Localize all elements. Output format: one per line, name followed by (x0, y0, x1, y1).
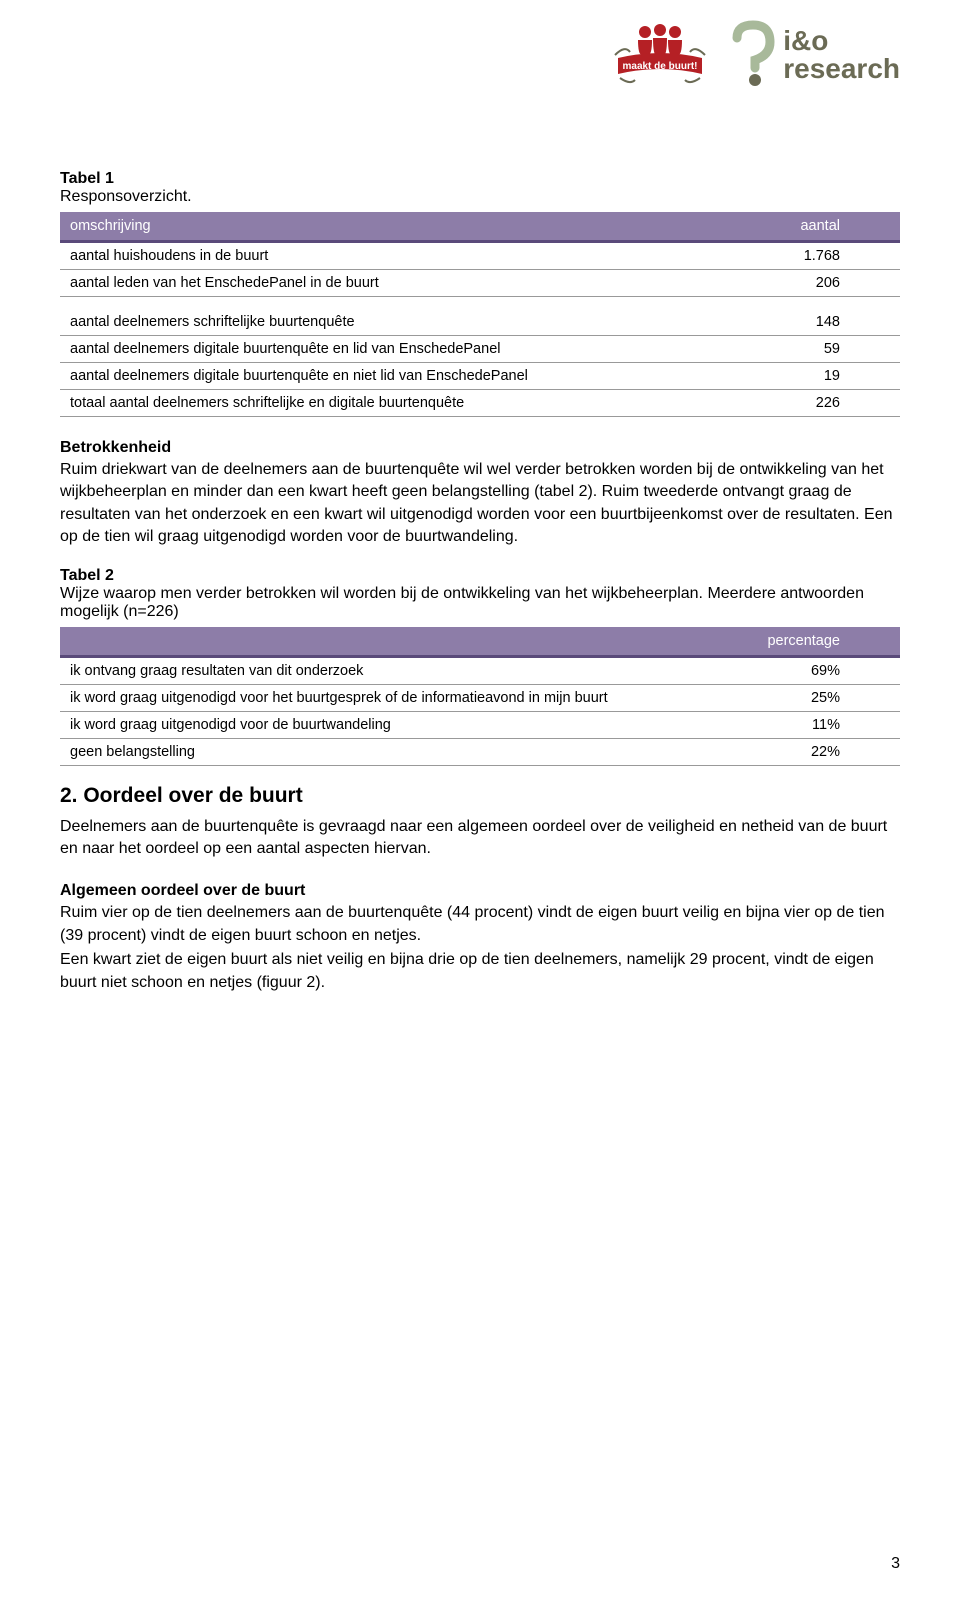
cell-label: aantal deelnemers digitale buurtenquête … (60, 363, 710, 390)
section2-heading: 2. Oordeel over de buurt (60, 784, 900, 808)
cell-label: totaal aantal deelnemers schriftelijke e… (60, 390, 710, 417)
cell-value: 148 (710, 309, 850, 336)
cell-value: 19 (710, 363, 850, 390)
table-row: totaal aantal deelnemers schriftelijke e… (60, 390, 900, 417)
table-row: aantal deelnemers digitale buurtenquête … (60, 336, 900, 363)
question-mark-icon (725, 20, 775, 90)
cell-label: ik ontvang graag resultaten van dit onde… (60, 656, 710, 684)
table2-caption: Wijze waarop men verder betrokken wil wo… (60, 585, 900, 621)
cell-value: 206 (710, 270, 850, 297)
betrokkenheid-text: Ruim driekwart van de deelnemers aan de … (60, 459, 900, 549)
buurt-banner-text: maakt de buurt! (623, 61, 698, 72)
table2-col-1: percentage (710, 627, 850, 657)
header-logos: maakt de buurt! i&o research (610, 20, 900, 90)
cell-value: 25% (710, 684, 850, 711)
table1-caption: Responsoverzicht. (60, 188, 900, 206)
table-row: geen belangstelling 22% (60, 738, 900, 765)
table1-label: Tabel 1 (60, 170, 900, 188)
table-row: aantal deelnemers digitale buurtenquête … (60, 363, 900, 390)
table-row: aantal leden van het EnschedePanel in de… (60, 270, 900, 297)
cell-label: ik word graag uitgenodigd voor de buurtw… (60, 711, 710, 738)
table2-col-0 (60, 627, 710, 657)
cell-label: geen belangstelling (60, 738, 710, 765)
section2-para2: Ruim vier op de tien deelnemers aan de b… (60, 902, 900, 947)
io-text-top: i&o (783, 27, 900, 55)
cell-value: 22% (710, 738, 850, 765)
io-text: i&o research (783, 27, 900, 83)
cell-value: 1.768 (710, 242, 850, 270)
section2-para3: Een kwart ziet de eigen buurt als niet v… (60, 949, 900, 994)
cell-value: 59 (710, 336, 850, 363)
table-row: ik ontvang graag resultaten van dit onde… (60, 656, 900, 684)
cell-label: aantal leden van het EnschedePanel in de… (60, 270, 710, 297)
cell-value: 69% (710, 656, 850, 684)
section2-subtitle: Algemeen oordeel over de buurt (60, 882, 900, 900)
table1-col-pad (850, 212, 900, 242)
table2-label: Tabel 2 (60, 567, 900, 585)
cell-value: 11% (710, 711, 850, 738)
table2: percentage ik ontvang graag resultaten v… (60, 627, 900, 766)
table-row: ik word graag uitgenodigd voor het buurt… (60, 684, 900, 711)
io-research-logo: i&o research (725, 20, 900, 90)
table1-col-1: aantal (710, 212, 850, 242)
page-number: 3 (891, 1555, 900, 1573)
buurt-logo: maakt de buurt! (610, 20, 710, 90)
cell-label: aantal huishoudens in de buurt (60, 242, 710, 270)
table1-col-0: omschrijving (60, 212, 710, 242)
cell-label: aantal deelnemers digitale buurtenquête … (60, 336, 710, 363)
betrokkenheid-title: Betrokkenheid (60, 439, 900, 457)
cell-label: ik word graag uitgenodigd voor het buurt… (60, 684, 710, 711)
table-row: aantal deelnemers schriftelijke buurtenq… (60, 309, 900, 336)
table-row: ik word graag uitgenodigd voor de buurtw… (60, 711, 900, 738)
section2-para1: Deelnemers aan de buurtenquête is gevraa… (60, 816, 900, 861)
io-text-bottom: research (783, 55, 900, 83)
table2-col-pad (850, 627, 900, 657)
cell-value: 226 (710, 390, 850, 417)
table1: omschrijving aantal aantal huishoudens i… (60, 212, 900, 417)
cell-label: aantal deelnemers schriftelijke buurtenq… (60, 309, 710, 336)
table-row: aantal huishoudens in de buurt 1.768 (60, 242, 900, 270)
